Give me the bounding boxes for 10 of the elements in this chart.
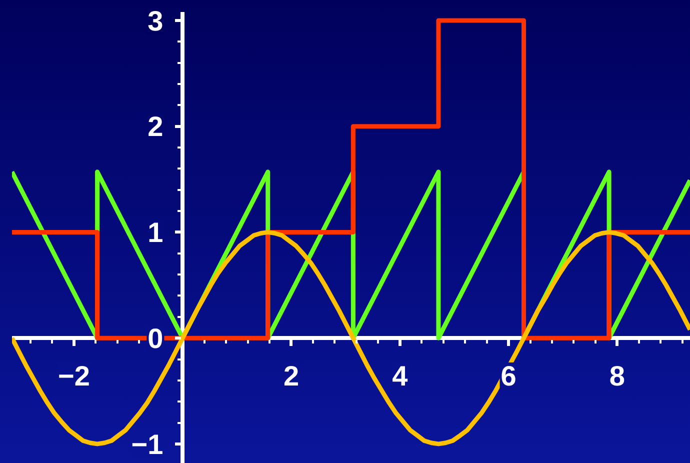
x-tick-label: −2	[58, 360, 90, 392]
y-tick-label: 2	[148, 111, 164, 142]
y-tick-label: 1	[148, 217, 164, 248]
y-tick-label: −1	[131, 428, 164, 460]
x-tick-label: 4	[392, 360, 408, 392]
y-tick-label: 0	[148, 322, 164, 354]
x-tick-label: 6	[500, 360, 516, 392]
x-tick-label: 8	[609, 360, 625, 392]
y-tick-label: 3	[148, 5, 164, 36]
x-tick-label: 2	[283, 360, 300, 392]
